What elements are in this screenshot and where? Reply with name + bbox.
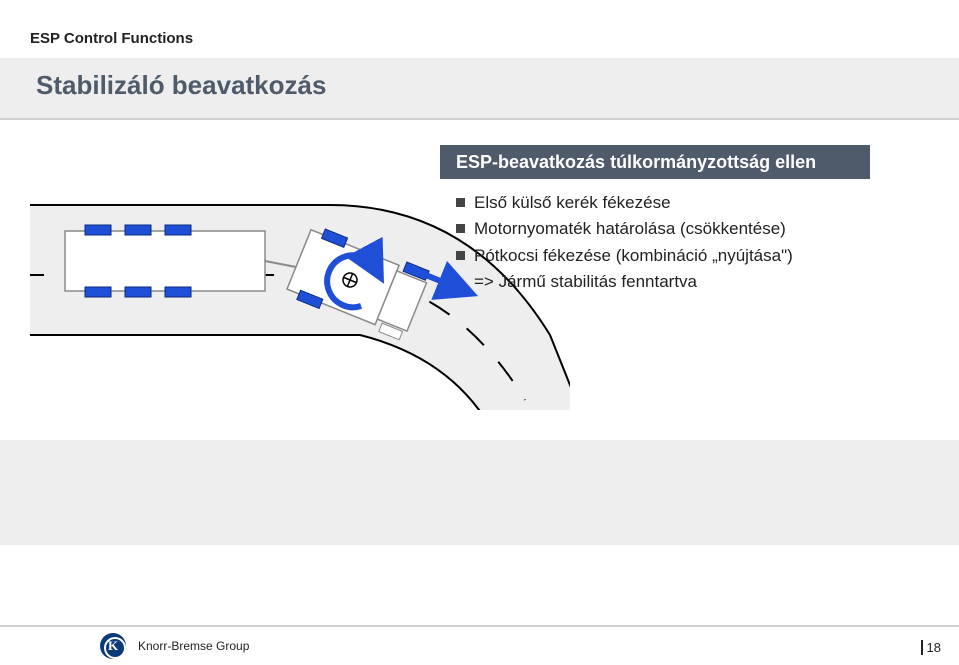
slide-page: ESP Control Functions Stabilizáló beavat…: [0, 0, 959, 665]
brake-trailer-a1-top: [85, 225, 111, 235]
brake-trailer-a3-top: [165, 225, 191, 235]
page-title: Stabilizáló beavatkozás: [36, 70, 326, 101]
callout-result: => Jármű stabilitás fenntartva: [456, 269, 886, 295]
brand-logo-letter: K: [100, 633, 126, 659]
bullet-3: Pótkocsi fékezése (kombináció „nyújtása"…: [456, 243, 886, 269]
callout-bullets: Első külső kerék fékezése Motornyomaték …: [456, 190, 886, 295]
brake-trailer-a2-bot: [125, 287, 151, 297]
brake-trailer-a2-top: [125, 225, 151, 235]
brake-trailer-a1-bot: [85, 287, 111, 297]
breadcrumb: ESP Control Functions: [30, 30, 193, 47]
title-divider: [0, 118, 959, 120]
brake-trailer-a3-bot: [165, 287, 191, 297]
slide-footer: K Knorr-Bremse Group: [0, 625, 959, 665]
bullet-1: Első külső kerék fékezése: [456, 190, 886, 216]
trailer: [65, 225, 296, 297]
page-number: 18: [921, 640, 941, 655]
callout-title: ESP-beavatkozás túlkormányzottság ellen: [456, 152, 816, 173]
brand-logo-icon: K: [100, 633, 126, 659]
callout-title-bar: ESP-beavatkozás túlkormányzottság ellen: [440, 145, 870, 179]
brand-name: Knorr-Bremse Group: [138, 639, 249, 653]
lower-grey-band: [0, 440, 959, 545]
bullet-2: Motornyomaték határolása (csökkentése): [456, 216, 886, 242]
